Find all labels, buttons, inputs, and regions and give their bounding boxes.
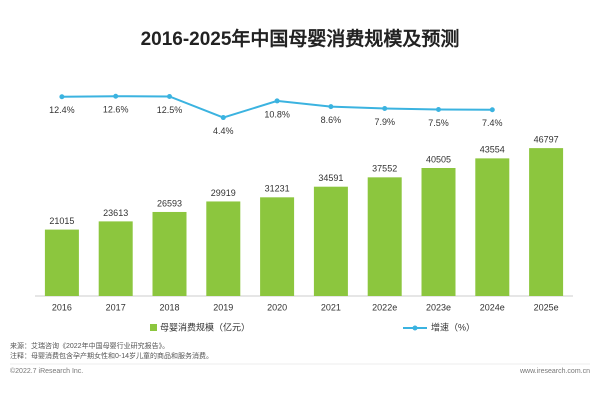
- bar: [98, 221, 133, 296]
- growth-point: [220, 115, 226, 121]
- growth-label: 12.5%: [157, 105, 183, 115]
- x-tick-label: 2020: [267, 302, 287, 312]
- bar: [529, 148, 564, 296]
- bar-label: 43554: [480, 145, 505, 155]
- bar-label: 31231: [265, 184, 290, 194]
- note: 注释：母婴消费包含孕产期女性和0-14岁儿童的商品和服务消费。: [10, 351, 213, 360]
- growth-label: 12.4%: [49, 105, 75, 115]
- bar-label: 34591: [318, 173, 343, 183]
- x-tick-label: 2021: [321, 302, 341, 312]
- growth-point: [167, 94, 172, 99]
- bar: [475, 158, 510, 296]
- legend-swatch: [150, 324, 157, 331]
- x-tick-label: 2017: [106, 302, 126, 312]
- bar: [260, 197, 295, 296]
- bar-label: 21015: [49, 216, 74, 226]
- growth-label: 12.6%: [103, 105, 129, 115]
- x-tick-label: 2022e: [372, 302, 397, 312]
- legend-label: 母婴消费规模（亿元）: [160, 321, 250, 332]
- x-tick-label: 2019: [213, 302, 233, 312]
- growth-label: 4.4%: [213, 126, 234, 136]
- growth-label: 7.4%: [482, 118, 503, 128]
- growth-point: [59, 94, 65, 100]
- bar: [44, 229, 79, 296]
- growth-label: 10.8%: [264, 109, 290, 119]
- legend-dot: [412, 325, 418, 331]
- x-tick-label: 2025e: [534, 302, 559, 312]
- website: www.iresearch.com.cn: [519, 368, 590, 375]
- copyright: ©2022.7 iResearch Inc.: [10, 367, 83, 375]
- chart-title: 2016-2025年中国母婴消费规模及预测: [141, 27, 460, 50]
- legend-label: 增速（%）: [431, 321, 475, 332]
- bar-label: 26593: [157, 198, 182, 208]
- x-tick-label: 2023e: [426, 302, 451, 312]
- x-tick-label: 2016: [52, 302, 72, 312]
- bar: [313, 186, 348, 296]
- bar-label: 46797: [534, 134, 559, 144]
- growth-label: 7.5%: [428, 118, 449, 128]
- source: 来源：艾瑞咨询《2022年中国母婴行业研究报告》。: [10, 341, 169, 350]
- growth-label: 8.6%: [321, 115, 342, 125]
- bar-label: 37552: [372, 164, 397, 174]
- x-tick-label: 2024e: [480, 302, 505, 312]
- growth-point: [113, 93, 119, 99]
- bar: [152, 211, 187, 296]
- bar: [367, 177, 402, 296]
- growth-point: [436, 107, 441, 112]
- bar-label: 23613: [103, 208, 128, 218]
- growth-label: 7.9%: [374, 117, 395, 127]
- bar: [206, 201, 241, 296]
- growth-point: [274, 98, 280, 104]
- x-tick-label: 2018: [159, 302, 179, 312]
- bar: [421, 168, 456, 296]
- growth-point: [382, 105, 388, 111]
- bar-label: 40505: [426, 154, 451, 164]
- bar-label: 29919: [211, 188, 236, 198]
- growth-point: [489, 107, 495, 113]
- growth-point: [328, 104, 334, 110]
